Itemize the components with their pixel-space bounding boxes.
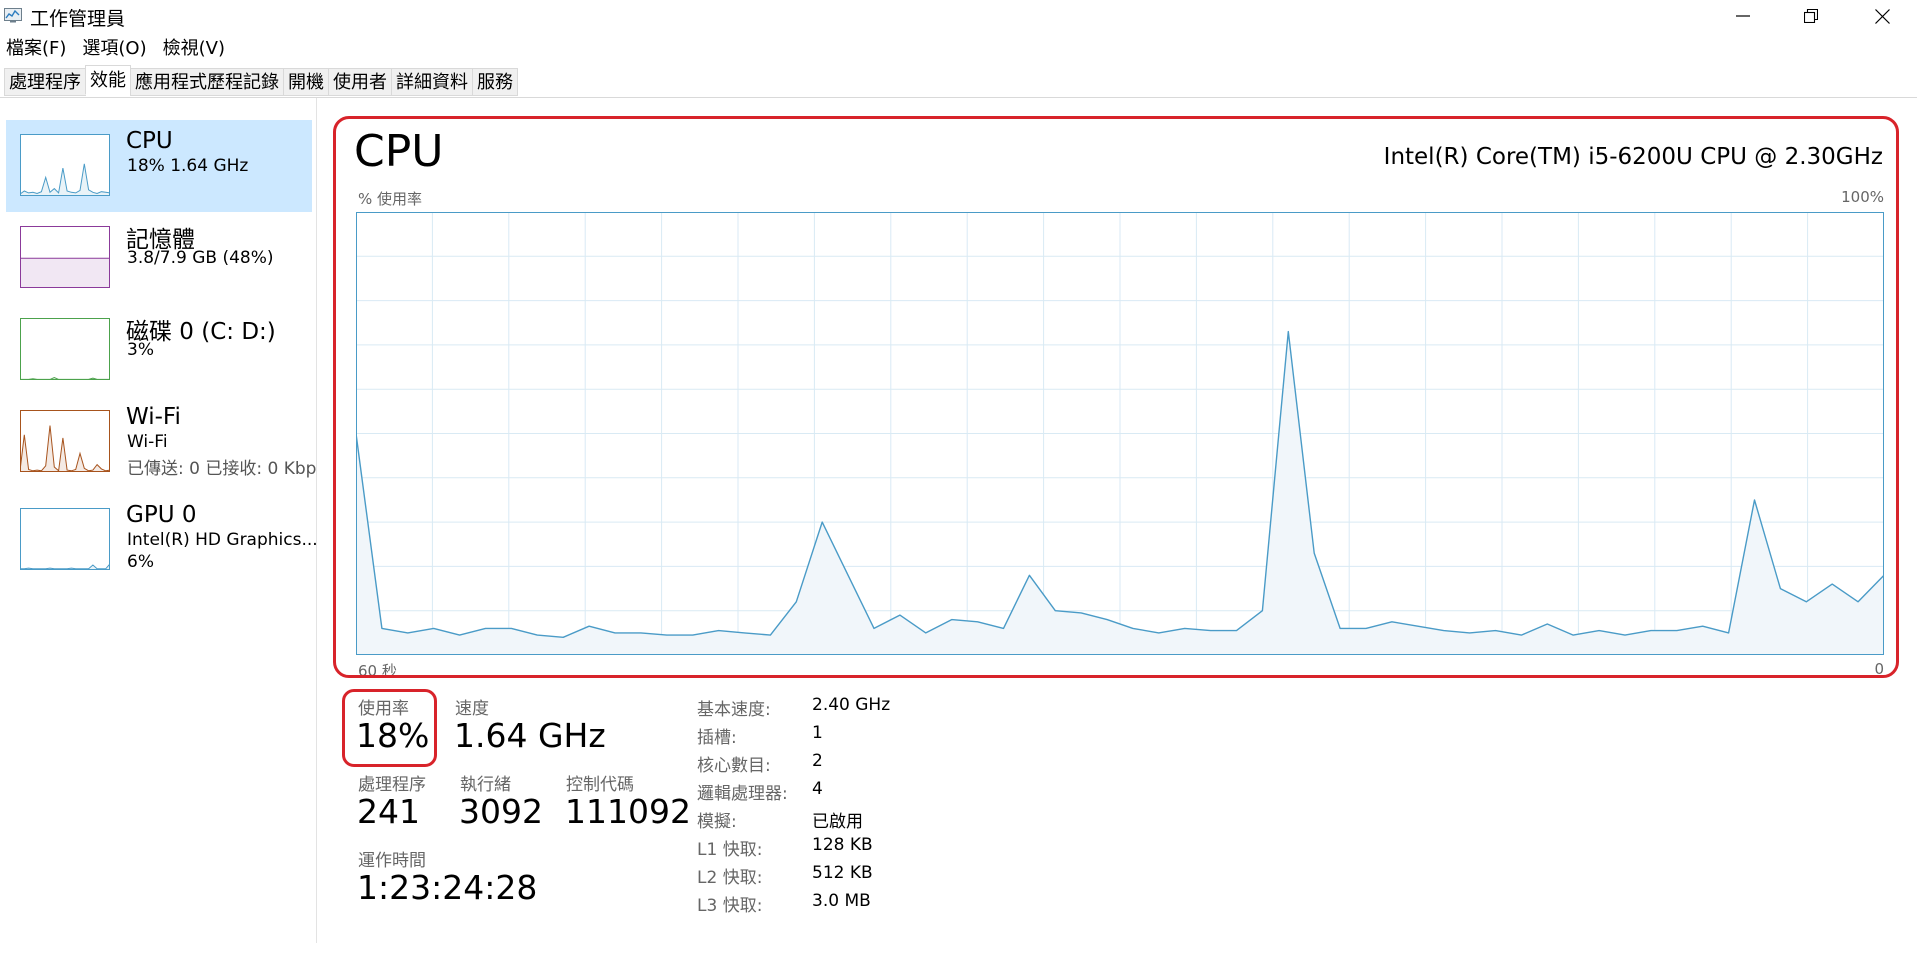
sidebar-item-gpu[interactable]: GPU 0 Intel(R) HD Graphics... 6% — [6, 494, 316, 586]
l3-cache-label: L3 快取: — [697, 896, 763, 916]
menu-view[interactable]: 檢視(V) — [162, 38, 225, 59]
usage-label: 使用率 — [358, 699, 409, 719]
l1-cache-value: 128 KB — [812, 835, 873, 855]
thumbnail-border — [20, 134, 110, 196]
y-axis-max-label: 100% — [1841, 188, 1884, 206]
sidebar-item-throughput: 已傳送: 0 已接收: 0 Kbps — [127, 459, 317, 479]
cpu-usage-chart — [356, 212, 1884, 655]
sidebar-item-wifi[interactable]: Wi-Fi Wi-Fi 已傳送: 0 已接收: 0 Kbps — [6, 396, 316, 488]
sidebar-item-detail: Wi-Fi — [127, 432, 168, 452]
wifi-thumbnail-graph — [20, 410, 110, 472]
l2-cache-value: 512 KB — [812, 863, 873, 883]
speed-value: 1.64 GHz — [454, 716, 606, 755]
close-button[interactable] — [1853, 0, 1911, 32]
uptime-label: 運作時間 — [358, 851, 426, 871]
chart-gridlines — [356, 212, 1884, 655]
handles-value: 111092 — [565, 792, 691, 831]
thumbnail-line — [20, 163, 110, 195]
thumbnail-border — [20, 226, 110, 288]
restore-button[interactable] — [1782, 0, 1840, 32]
base-speed-label: 基本速度: — [697, 700, 771, 720]
restore-icon — [1804, 9, 1818, 23]
thumbnail-line — [20, 425, 110, 472]
sidebar-item-detail: Intel(R) HD Graphics... — [127, 530, 317, 550]
tab-startup[interactable]: 開機 — [283, 68, 329, 96]
l3-cache-value: 3.0 MB — [812, 891, 871, 911]
sidebar-item-disk[interactable]: 磁碟 0 (C: D:) 3% — [6, 304, 312, 396]
gpu-thumbnail-graph — [20, 508, 110, 570]
tab-services[interactable]: 服務 — [472, 68, 518, 96]
minimize-icon — [1736, 15, 1750, 17]
resource-sidebar: CPU 18% 1.64 GHz 記憶體 3.8/7.9 GB (48%) 磁碟… — [0, 98, 317, 943]
cpu-thumbnail-graph — [20, 134, 110, 196]
threads-label: 執行緒 — [460, 775, 511, 795]
panel-title: CPU — [354, 126, 444, 177]
y-axis-label: % 使用率 — [358, 190, 423, 208]
cores-value: 2 — [812, 751, 823, 771]
thumbnail-area — [20, 425, 110, 472]
tab-details[interactable]: 詳細資料 — [391, 68, 473, 96]
minimize-button[interactable] — [1714, 0, 1772, 32]
cpu-model-name: Intel(R) Core(TM) i5-6200U CPU @ 2.30GHz — [1383, 144, 1883, 170]
chart-border — [356, 212, 1884, 655]
menu-options[interactable]: 選項(O) — [82, 38, 147, 59]
processes-label: 處理程序 — [358, 775, 426, 795]
usage-value: 18% — [356, 716, 430, 755]
cpu-usage-chart-svg — [356, 212, 1884, 655]
tab-bar: 處理程序 效能 應用程式歷程記錄 開機 使用者 詳細資料 服務 — [0, 64, 1917, 98]
menu-bar: 檔案(F) 選項(O) 檢視(V) — [0, 36, 233, 62]
sidebar-item-label: GPU 0 — [126, 502, 197, 528]
thumbnail-border — [20, 410, 110, 472]
window-title: 工作管理員 — [30, 8, 126, 30]
virtualization-value: 已啟用 — [812, 812, 863, 832]
cores-label: 核心數目: — [697, 756, 771, 776]
thumbnail-border — [20, 508, 110, 570]
sidebar-item-label: 磁碟 0 (C: D:) — [126, 319, 276, 345]
logical-processors-label: 邏輯處理器: — [697, 784, 788, 804]
sidebar-item-label: Wi-Fi — [126, 404, 181, 430]
base-speed-value: 2.40 GHz — [812, 695, 891, 715]
sidebar-item-memory[interactable]: 記憶體 3.8/7.9 GB (48%) — [6, 212, 312, 304]
sidebar-item-usage: 6% — [127, 552, 154, 572]
thumbnail-area — [20, 258, 110, 288]
tab-processes[interactable]: 處理程序 — [4, 68, 86, 96]
logical-processors-value: 4 — [812, 779, 823, 799]
close-icon — [1874, 8, 1890, 24]
handles-label: 控制代碼 — [566, 775, 634, 795]
sidebar-item-cpu[interactable]: CPU 18% 1.64 GHz — [6, 120, 312, 212]
sidebar-item-detail: 3.8/7.9 GB (48%) — [127, 248, 274, 268]
sidebar-item-detail: 18% 1.64 GHz — [127, 156, 249, 176]
processes-value: 241 — [357, 792, 420, 831]
sidebar-item-label: 記憶體 — [126, 227, 195, 253]
sidebar-item-detail: 3% — [127, 340, 154, 360]
sockets-label: 插槽: — [697, 728, 737, 748]
tab-users[interactable]: 使用者 — [328, 68, 392, 96]
disk-thumbnail-graph — [20, 318, 110, 380]
x-axis-left-label: 60 秒 — [358, 662, 397, 680]
virtualization-label: 模擬: — [697, 812, 737, 832]
tab-performance[interactable]: 效能 — [85, 65, 131, 95]
uptime-value: 1:23:24:28 — [357, 868, 538, 907]
sockets-value: 1 — [812, 723, 823, 743]
thumbnail-border — [20, 318, 110, 380]
tab-app-history[interactable]: 應用程式歷程記錄 — [130, 68, 284, 96]
memory-thumbnail-graph — [20, 226, 110, 288]
l1-cache-label: L1 快取: — [697, 840, 763, 860]
thumbnail-line — [20, 563, 110, 570]
task-manager-icon — [4, 8, 22, 23]
title-bar: 工作管理員 — [0, 0, 1917, 32]
cpu-usage-line — [356, 330, 1884, 638]
speed-label: 速度 — [455, 699, 489, 719]
menu-file[interactable]: 檔案(F) — [6, 38, 67, 59]
x-axis-right-label: 0 — [1874, 660, 1884, 678]
sidebar-item-label: CPU — [126, 128, 173, 154]
l2-cache-label: L2 快取: — [697, 868, 763, 888]
threads-value: 3092 — [459, 792, 543, 831]
